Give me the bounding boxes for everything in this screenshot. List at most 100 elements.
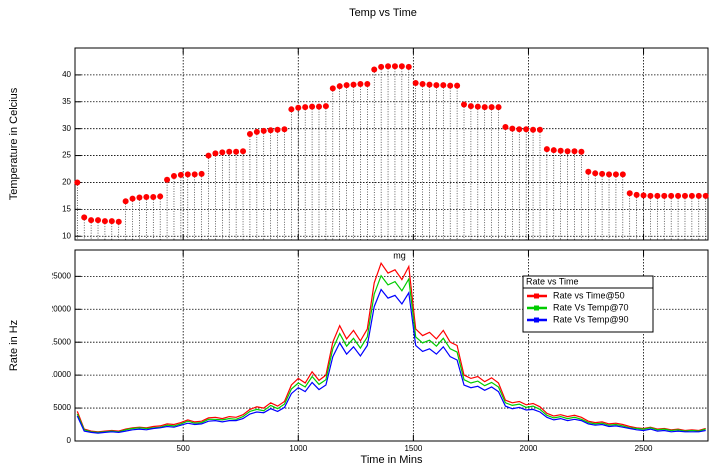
point [101,218,108,225]
point [536,126,543,133]
point [599,170,606,177]
point [219,149,226,156]
legend-label: Rate Vs Temp@90 [553,314,629,324]
point [157,193,164,200]
point [481,104,488,111]
point [612,171,619,178]
point [198,170,205,177]
point [447,82,454,89]
point [467,103,474,110]
point [357,81,364,88]
point [426,81,433,88]
point [564,148,571,155]
point [74,179,81,186]
y-axis-label: Rate in Hz [8,320,20,371]
point [419,81,426,88]
point [150,193,157,200]
point [654,192,661,199]
point [274,126,281,133]
point [530,126,537,133]
point [122,198,129,205]
point [95,217,102,224]
point [488,104,495,111]
plot-area [74,47,709,241]
series-line [76,274,706,434]
point [440,82,447,89]
x-axis-label: Time in Mins [361,454,423,466]
point [350,81,357,88]
legend [522,275,654,333]
point [170,173,177,179]
point [647,192,654,199]
y-tick-label: 20 [62,178,71,187]
point [385,63,392,70]
point [281,126,288,133]
point [550,147,557,154]
point [640,192,647,199]
x-tick-label: 500 [177,444,191,453]
point [495,104,502,111]
point [557,147,564,154]
y-tick-label: 10000 [49,370,72,379]
point [115,218,122,225]
x-tick-label: 1500 [404,444,422,453]
point [675,192,682,199]
point [88,217,95,224]
point [288,106,295,113]
y-tick-label: 15 [62,204,71,213]
point [315,103,322,110]
point [433,82,440,89]
point [143,193,150,200]
series-line [76,288,706,434]
point [509,125,516,132]
point [661,192,668,199]
point [412,79,419,86]
legend-marker [534,293,539,299]
x-tick-label: 1000 [289,444,307,453]
point [309,103,316,110]
point [343,82,350,89]
y-tick-label: 30 [62,124,71,133]
chart-title: Temp vs Time [349,7,417,19]
point [571,148,578,155]
point [129,195,136,202]
point [191,171,198,178]
point [177,171,184,178]
y-tick-labels: 0 5000 10000 15000 20000 25000 [49,271,72,445]
point [619,171,626,178]
point [136,194,143,201]
point [523,126,530,133]
y-tick-label: 40 [62,70,71,79]
point [329,85,336,92]
point [398,63,405,70]
point [81,214,88,221]
point [391,63,398,70]
point [543,146,550,153]
series-line [76,261,706,433]
point [578,148,585,155]
point [695,192,702,199]
point [205,152,212,159]
point [516,126,523,133]
annotation: mg [393,250,406,260]
point [454,82,461,89]
point [212,150,219,157]
point [502,124,509,131]
legend-marker [534,305,539,311]
y-tick-label: 20000 [49,304,72,313]
x-tick-label: 2000 [520,444,538,453]
y-tick-label: 35 [62,97,71,106]
point [592,170,599,177]
point [253,128,260,135]
point [226,148,233,155]
point [108,218,115,225]
point [184,171,191,178]
legend-title: Rate vs Time [526,276,579,286]
point [246,131,253,138]
y-tick-label: 10 [62,231,71,240]
point [702,192,709,199]
point [688,192,695,199]
y-tick-label: 25000 [49,271,72,280]
point [606,171,613,178]
